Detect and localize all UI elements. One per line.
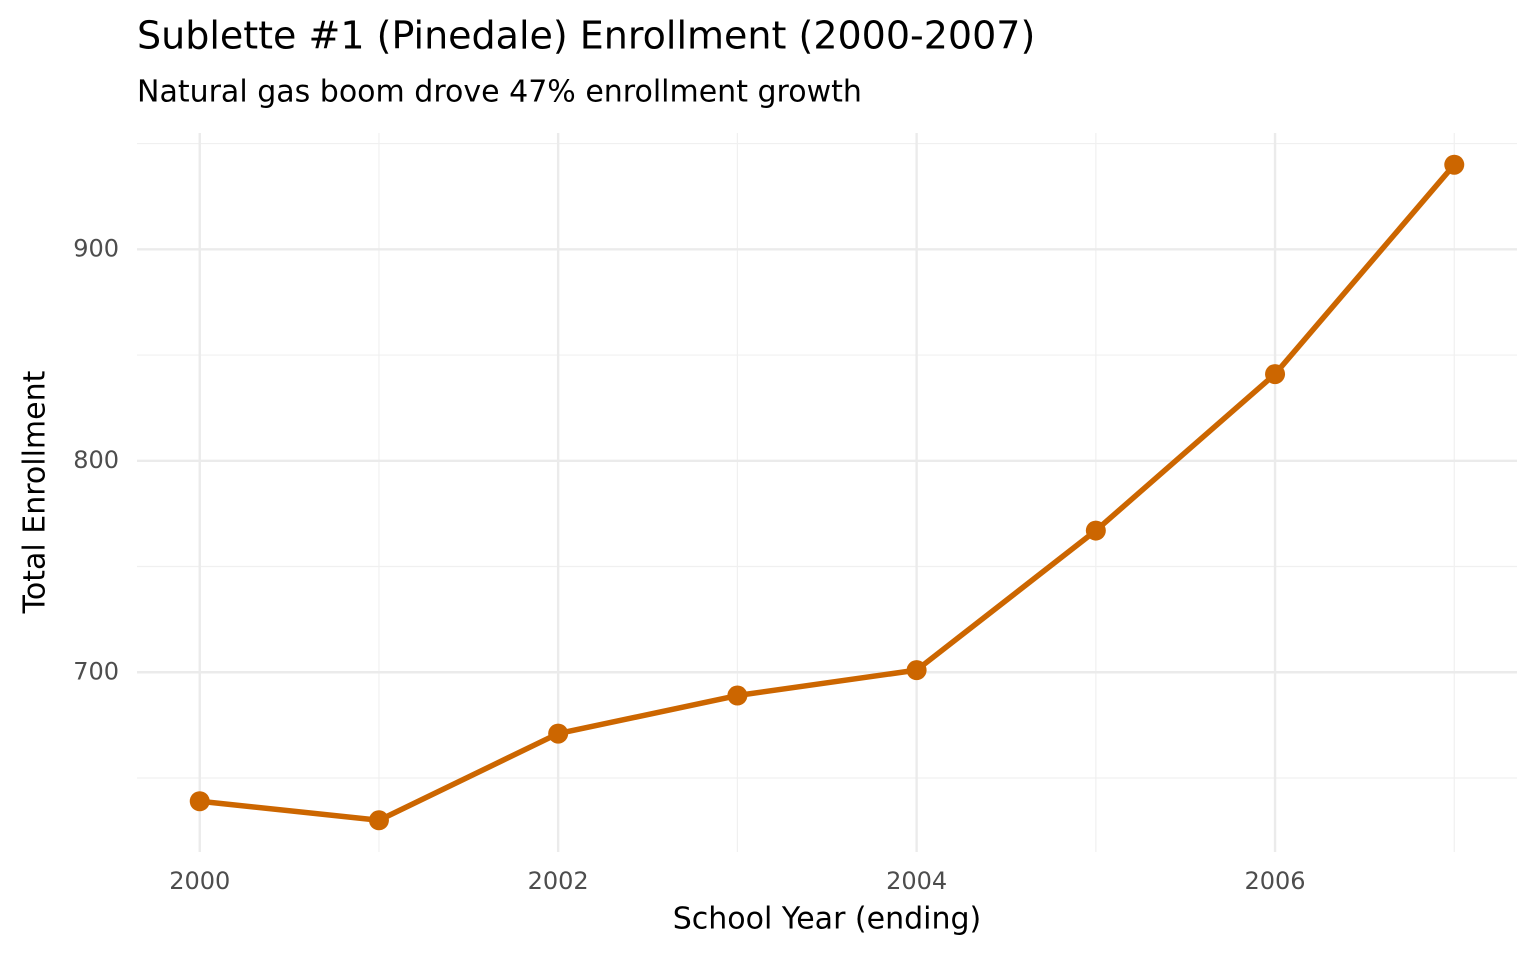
point (906, 660, 927, 681)
y-tick-label: 800 (73, 446, 119, 474)
point (1265, 364, 1286, 385)
x-tick-label: 2006 (1245, 867, 1306, 895)
line (199, 162, 1457, 824)
point (727, 685, 748, 706)
y-tick-label: 700 (73, 657, 119, 685)
y-tick-label: 900 (73, 234, 119, 262)
x-tick-label: 2004 (886, 867, 947, 895)
point (548, 723, 569, 744)
x-tick-label: 2000 (169, 867, 230, 895)
point (1444, 154, 1465, 175)
point (368, 810, 389, 831)
point (1085, 520, 1106, 541)
y-axis-title: Total Enrollment (18, 370, 53, 614)
chart-subtitle: Natural gas boom drove 47% enrollment gr… (137, 75, 862, 110)
point (189, 791, 210, 812)
chart-title: Sublette #1 (Pinedale) Enrollment (2000-… (137, 14, 1035, 58)
x-tick-label: 2002 (528, 867, 589, 895)
x-axis-title: School Year (ending) (673, 902, 982, 937)
